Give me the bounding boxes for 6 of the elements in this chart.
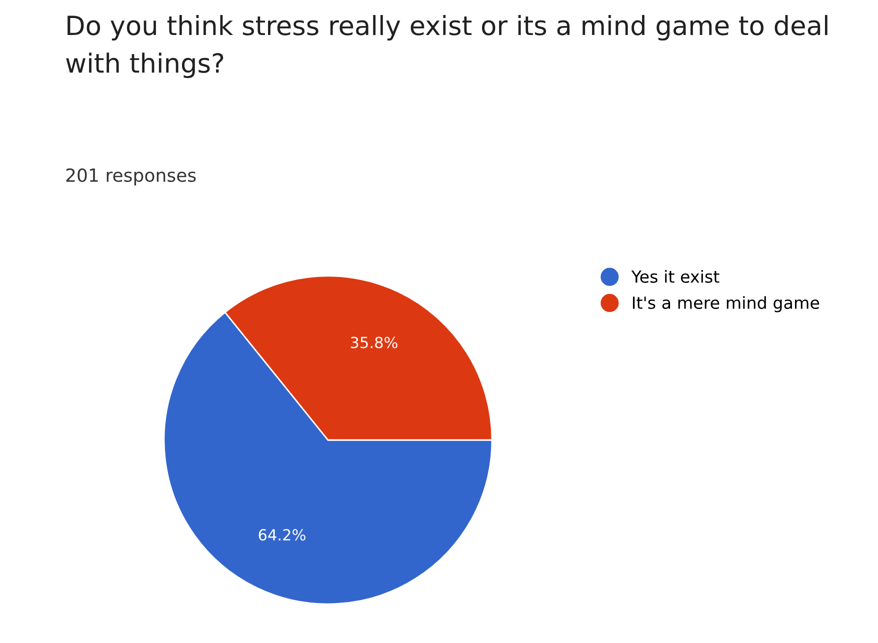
chart-subtitle: 201 responses xyxy=(66,168,196,186)
data-label: 35.8% xyxy=(350,336,398,348)
chart-title: Do you think stress really exist or its a mind game to deal with things? xyxy=(66,15,828,78)
legend-label: Yes it exist xyxy=(631,270,720,283)
legend-label: It's a mere mind game xyxy=(632,296,820,312)
data-label: 64.2% xyxy=(258,529,306,541)
